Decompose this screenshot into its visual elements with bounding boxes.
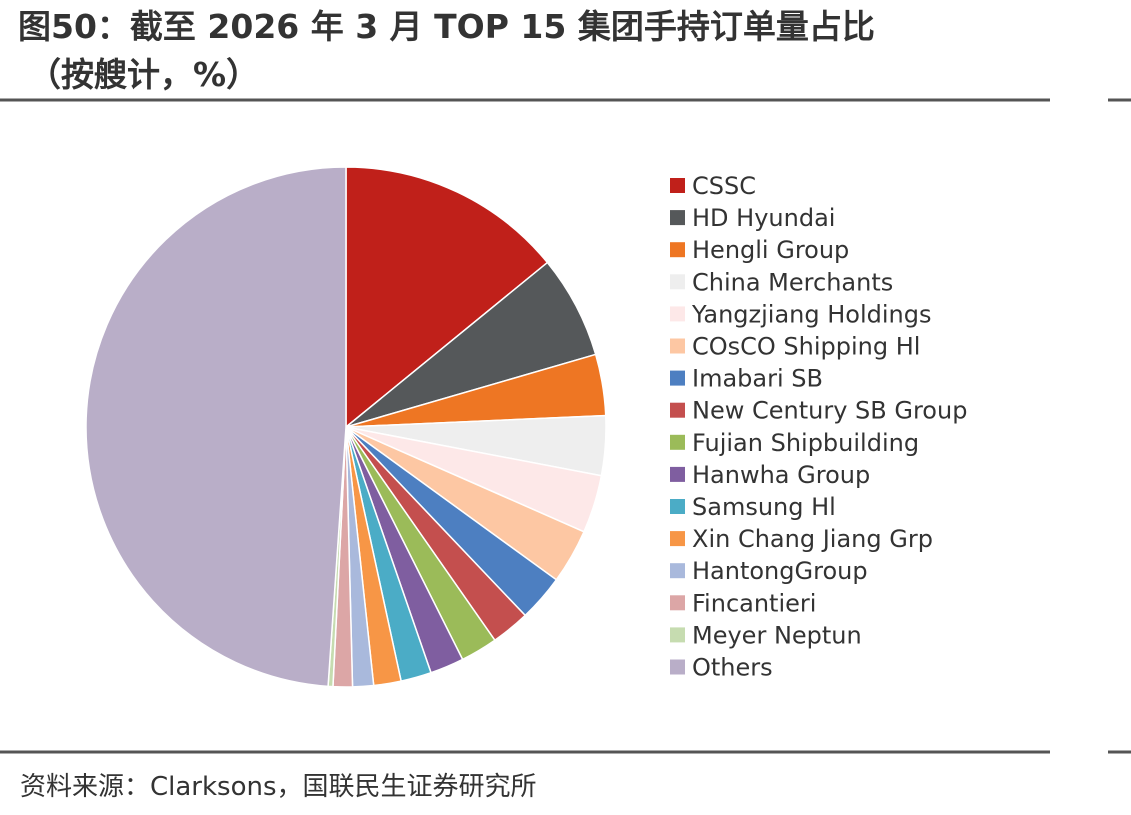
legend-swatch bbox=[670, 434, 685, 450]
pie-slice bbox=[85, 166, 347, 688]
legend-label: CSSC bbox=[692, 172, 756, 200]
legend-label: New Century SB Group bbox=[692, 397, 967, 425]
legend-label: China Merchants bbox=[692, 268, 893, 296]
legend-label: Samsung Hl bbox=[692, 493, 836, 521]
legend-swatch bbox=[670, 306, 685, 322]
legend-label: Fujian Shipbuilding bbox=[692, 429, 919, 457]
legend-label: Fincantieri bbox=[692, 589, 816, 617]
legend-label: Hanwha Group bbox=[692, 461, 870, 489]
legend-label: Hengli Group bbox=[692, 236, 849, 264]
legend-label: Yangzjiang Holdings bbox=[691, 300, 931, 328]
legend-label: Imabari SB bbox=[692, 365, 823, 393]
legend-swatch bbox=[670, 466, 685, 482]
legend-swatch bbox=[670, 178, 685, 193]
legend-swatch bbox=[670, 402, 685, 418]
legend-swatch bbox=[670, 627, 685, 643]
legend-swatch bbox=[670, 563, 685, 579]
legend-swatch bbox=[670, 659, 685, 675]
legend-label: Others bbox=[692, 654, 773, 682]
legend-label: Xin Chang Jiang Grp bbox=[692, 525, 933, 553]
chart-title: 图50：截至 2026 年 3 月 TOP 15 集团手持订单量占比 bbox=[18, 7, 875, 46]
legend-swatch bbox=[670, 274, 685, 290]
legend-swatch bbox=[670, 531, 685, 547]
legend-swatch bbox=[670, 338, 685, 354]
legend-swatch bbox=[670, 370, 685, 386]
source: 资料来源：Clarksons，国联民生证券研究所 bbox=[20, 772, 537, 802]
pie bbox=[85, 166, 607, 688]
legend-label: COsCO Shipping Hl bbox=[692, 333, 920, 361]
pie-slice bbox=[345, 166, 549, 429]
legend: CSSC HD Hyundai Hengli Group China Merchant… bbox=[670, 172, 967, 682]
legend-label: HantongGroup bbox=[692, 557, 868, 585]
legend-swatch bbox=[670, 595, 685, 611]
legend-label: Meyer Neptun bbox=[692, 621, 862, 649]
legend-swatch bbox=[670, 499, 685, 514]
legend-swatch bbox=[670, 242, 685, 258]
legend-label: HD Hyundai bbox=[692, 204, 835, 232]
legend-swatch bbox=[670, 210, 685, 226]
chart-title: （按艘计，%） bbox=[28, 55, 259, 94]
